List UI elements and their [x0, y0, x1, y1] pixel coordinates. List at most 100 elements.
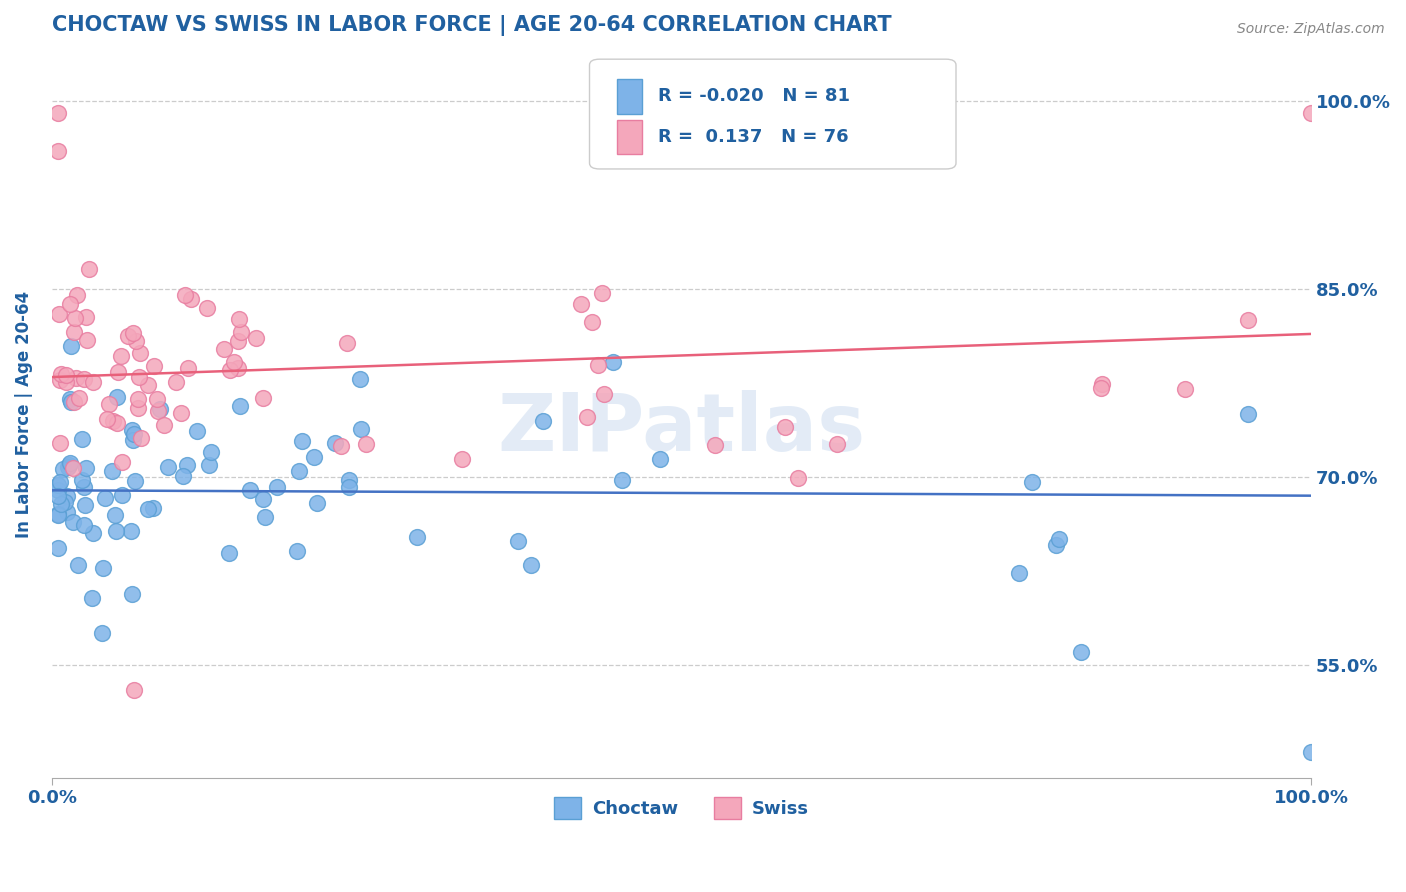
Y-axis label: In Labor Force | Age 20-64: In Labor Force | Age 20-64	[15, 291, 32, 538]
Point	[531, 414, 554, 428]
Point	[117, 328, 139, 343]
Point	[70, 432, 93, 446]
Point	[96, 412, 118, 426]
Point	[520, 558, 543, 572]
Point	[307, 496, 329, 510]
Point	[46, 489, 69, 503]
Point	[1301, 746, 1323, 760]
Point	[105, 390, 128, 404]
Point	[219, 363, 242, 377]
Point	[1237, 312, 1260, 326]
Point	[581, 315, 603, 329]
Point	[101, 464, 124, 478]
Point	[122, 326, 145, 340]
Point	[82, 525, 104, 540]
Point	[592, 387, 614, 401]
Text: R =  0.137   N = 76: R = 0.137 N = 76	[658, 128, 848, 146]
Point	[285, 544, 308, 558]
Point	[173, 288, 195, 302]
Point	[49, 368, 72, 382]
Point	[302, 450, 325, 464]
Point	[59, 456, 82, 470]
Point	[94, 491, 117, 505]
FancyBboxPatch shape	[589, 59, 956, 169]
Point	[195, 301, 218, 316]
Point	[55, 489, 77, 503]
Point	[186, 424, 208, 438]
Point	[569, 297, 592, 311]
Point	[172, 468, 194, 483]
Point	[46, 483, 69, 497]
Point	[75, 461, 97, 475]
Point	[1091, 376, 1114, 391]
Point	[58, 458, 80, 472]
Point	[49, 475, 72, 489]
Point	[1045, 538, 1067, 552]
Point	[787, 471, 810, 485]
Point	[239, 483, 262, 497]
Text: Source: ZipAtlas.com: Source: ZipAtlas.com	[1237, 22, 1385, 37]
Point	[110, 350, 132, 364]
Point	[1047, 533, 1070, 547]
Point	[49, 497, 72, 511]
Point	[63, 395, 86, 409]
Point	[63, 310, 86, 325]
Point	[177, 360, 200, 375]
Point	[136, 502, 159, 516]
Point	[59, 392, 82, 406]
Legend: Choctaw, Swiss: Choctaw, Swiss	[547, 790, 817, 827]
Point	[55, 376, 77, 390]
Point	[165, 375, 187, 389]
Text: R = -0.020   N = 81: R = -0.020 N = 81	[658, 87, 849, 105]
Point	[1301, 106, 1323, 120]
Point	[70, 473, 93, 487]
Point	[60, 395, 83, 409]
Point	[703, 437, 725, 451]
Point	[52, 462, 75, 476]
Point	[323, 436, 346, 450]
Point	[591, 286, 613, 301]
Point	[77, 261, 100, 276]
Point	[121, 587, 143, 601]
Point	[349, 372, 371, 386]
FancyBboxPatch shape	[617, 78, 643, 113]
Point	[62, 515, 84, 529]
Point	[46, 541, 69, 555]
Point	[266, 480, 288, 494]
FancyBboxPatch shape	[617, 120, 643, 154]
Point	[825, 437, 848, 451]
Point	[226, 361, 249, 376]
Point	[170, 406, 193, 420]
Point	[329, 439, 352, 453]
Point	[200, 445, 222, 459]
Point	[80, 591, 103, 605]
Point	[142, 500, 165, 515]
Text: CHOCTAW VS SWISS IN LABOR FORCE | AGE 20-64 CORRELATION CHART: CHOCTAW VS SWISS IN LABOR FORCE | AGE 20…	[52, 15, 891, 36]
Point	[1070, 645, 1092, 659]
Point	[356, 436, 378, 450]
Point	[775, 420, 797, 434]
Point	[58, 459, 80, 474]
Point	[198, 458, 221, 472]
Point	[110, 487, 132, 501]
Point	[73, 372, 96, 386]
Point	[337, 473, 360, 487]
Point	[1237, 407, 1260, 421]
Point	[67, 558, 90, 573]
Point	[103, 414, 125, 428]
Point	[252, 391, 274, 405]
Point	[129, 345, 152, 359]
Point	[46, 106, 69, 120]
Point	[122, 682, 145, 697]
Point	[53, 495, 76, 509]
Point	[129, 431, 152, 445]
Point	[156, 459, 179, 474]
Point	[124, 474, 146, 488]
Point	[59, 339, 82, 353]
Point	[222, 354, 245, 368]
Point	[610, 473, 633, 487]
Point	[62, 461, 84, 475]
Point	[229, 400, 252, 414]
Point	[1090, 381, 1112, 395]
Point	[145, 392, 167, 406]
